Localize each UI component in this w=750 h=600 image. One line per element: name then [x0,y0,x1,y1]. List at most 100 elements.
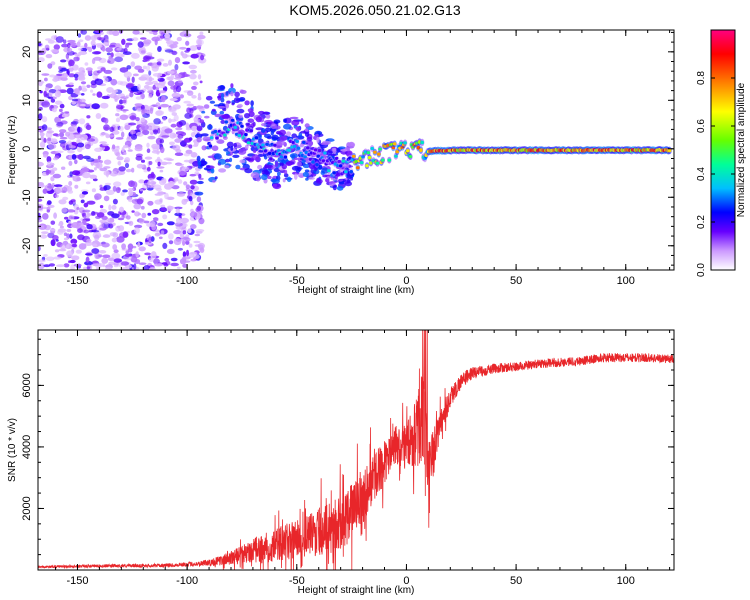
noise-blob [185,184,191,190]
noise-blob [137,41,144,48]
noise-blob [153,218,159,222]
noise-blob [112,198,118,205]
noise-blob [185,234,190,238]
noise-blob [124,253,132,257]
noise-blob [166,161,172,165]
noise-blob [130,133,138,140]
noise-blob [79,71,85,78]
noise-blob [47,63,53,69]
noise-blob [196,196,202,203]
noise-blob [123,144,129,149]
noise-blob [175,163,184,167]
noise-blob [103,195,110,202]
noise-blob [121,38,126,46]
noise-blob [257,154,264,157]
noise-blob [109,126,114,133]
y-tick-label: 4000 [21,435,33,459]
noise-blob [103,159,112,165]
noise-blob [67,190,74,194]
noise-blob [111,144,116,150]
ridge-core [233,125,238,129]
snr-x-ticks: -150 -100 -50 0 50 100 [55,330,671,587]
x-tick-label: 0 [403,275,409,287]
noise-blob [271,134,279,140]
noise-blob [100,67,106,72]
noise-blob [149,93,153,98]
noise-blob [105,47,113,53]
noise-blob [238,114,244,119]
noise-blob [125,215,131,220]
noise-blob [239,89,247,94]
noise-blob [60,59,67,63]
noise-blob [105,133,110,139]
noise-blob [47,137,52,142]
noise-blob [116,47,122,51]
noise-blob [237,103,243,108]
noise-blob [116,104,125,110]
noise-blob [63,47,73,53]
noise-blob [52,76,59,83]
noise-blob [85,67,93,71]
noise-blob [328,181,337,184]
noise-blob [51,107,58,113]
noise-blob [211,108,216,112]
ridge-core [215,136,219,140]
snr-x-label: Height of straight line (km) [298,585,415,596]
noise-blob [150,171,155,178]
ridge-core [296,146,301,150]
noise-blob [135,117,140,122]
noise-blob [282,178,286,183]
noise-blob [166,205,173,212]
noise-blob [156,58,165,62]
noise-blob [191,95,197,99]
noise-blob [122,231,129,238]
noise-blob [40,234,48,239]
colorbar-tick-label: 0.2 [696,215,707,229]
noise-blob [265,113,271,119]
noise-blob [53,256,62,260]
noise-blob [189,73,197,80]
noise-blob [104,266,113,270]
noise-blob [55,100,63,105]
noise-blob [168,233,174,240]
noise-blob [77,33,82,38]
noise-blob [225,91,229,96]
noise-blob [261,169,269,176]
noise-blob [167,80,175,87]
noise-blob [136,131,144,137]
noise-blob [130,61,136,67]
noise-blob [68,73,76,78]
noise-blob [147,212,152,216]
noise-blob [197,92,201,98]
noise-blob [244,168,253,174]
noise-blob [38,215,42,220]
noise-blob [174,152,184,156]
noise-blob [137,83,141,91]
noise-blob [326,176,330,179]
noise-blob [350,176,354,181]
x-tick-label: 100 [617,275,635,287]
noise-blob [68,160,73,166]
noise-blob [164,257,170,262]
noise-blob [68,181,73,186]
ridge-core [316,154,321,158]
noise-blob [81,167,90,173]
noise-blob [146,166,151,172]
noise-blob [261,174,268,181]
noise-blob [159,146,165,154]
noise-blob [171,50,178,56]
noise-blob [54,90,62,98]
noise-blob [186,249,189,257]
noise-blob [121,147,125,153]
noise-blob [175,85,182,93]
noise-blob [43,91,47,98]
noise-blob [76,92,82,95]
noise-blob [157,190,164,196]
noise-blob [118,225,125,232]
noise-blob [43,153,49,158]
ridge-core [366,151,371,155]
noise-blob [38,57,45,63]
noise-blob [143,220,150,224]
y-tick-label: -10 [21,189,33,205]
noise-blob [59,103,65,109]
